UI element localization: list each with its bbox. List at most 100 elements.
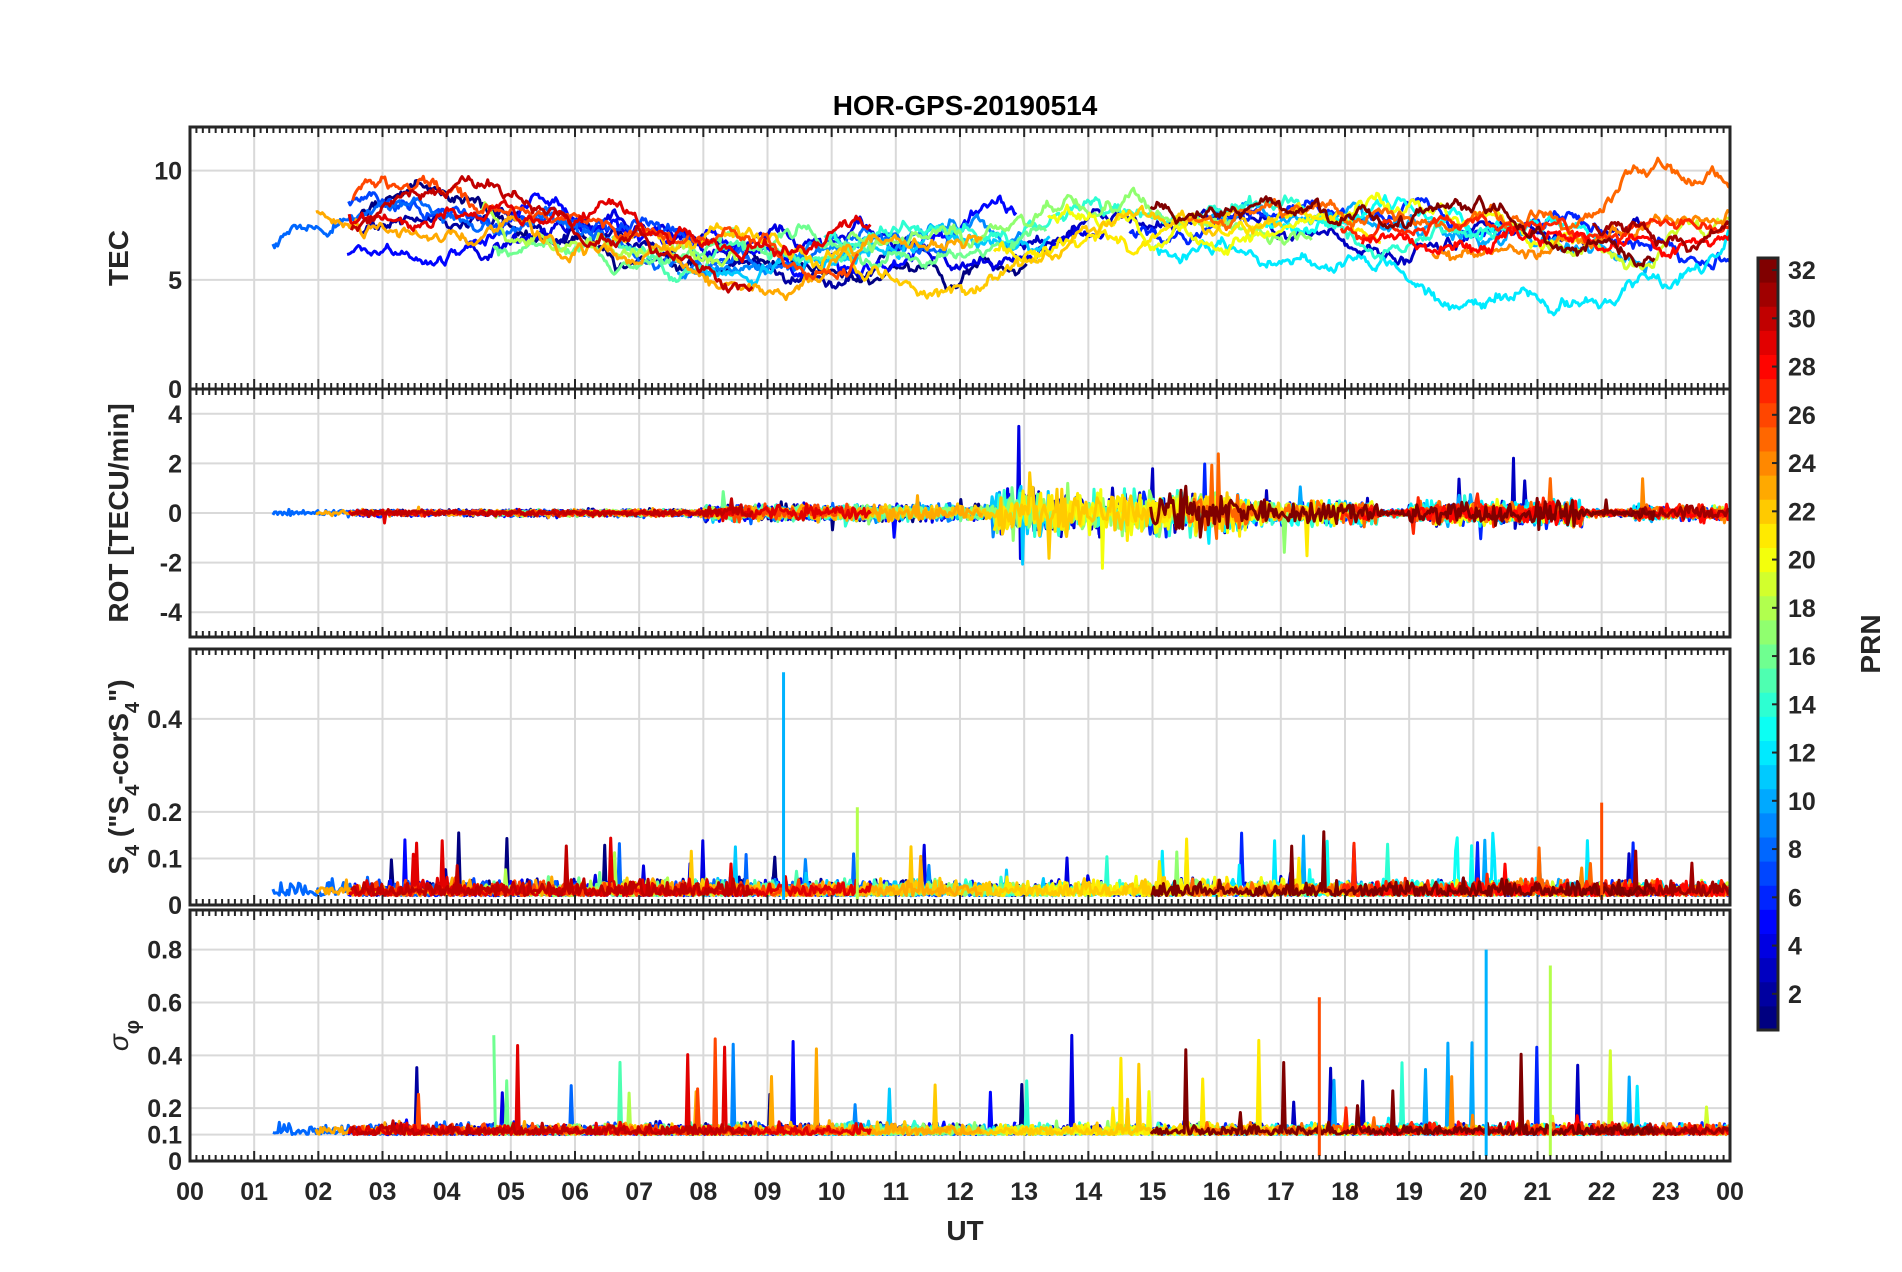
colorbar-label: PRN [1855, 614, 1886, 673]
x-tick-label: 08 [689, 1178, 717, 1206]
panel-s4-grid [189, 649, 1731, 906]
y-tick-label: 2 [168, 450, 182, 478]
series-prn-17 [846, 186, 1313, 254]
y-tick-label: 0 [168, 892, 182, 920]
colorbar-tick-label: 6 [1788, 884, 1802, 912]
colorbar-swatch [1758, 957, 1778, 983]
colorbar-swatch [1758, 282, 1778, 307]
colorbar-swatch [1758, 595, 1778, 621]
colorbar-tick-label: 20 [1788, 547, 1816, 575]
series-prn-11 [704, 222, 1051, 288]
colorbar-swatch [1758, 451, 1778, 476]
series-prn-29 [347, 197, 872, 264]
colorbar-tick-label: 18 [1788, 595, 1816, 623]
panel-tec-grid [189, 127, 1731, 390]
y-tick-label: 0.1 [147, 845, 182, 873]
x-tick-label: 18 [1331, 1178, 1359, 1206]
y-tick-label: 0.4 [147, 706, 182, 734]
colorbar-swatch [1758, 885, 1778, 910]
colorbar-tick-label: 24 [1788, 450, 1816, 478]
series-prn-28 [1360, 499, 1730, 527]
x-tick-label: 02 [304, 1178, 332, 1206]
x-tick-label: 11 [883, 1178, 910, 1206]
colorbar-swatch [1758, 354, 1778, 380]
x-tick-label: 05 [497, 1178, 525, 1206]
x-tick-label: 01 [240, 1178, 268, 1206]
panel-sigma-tick-marks [189, 910, 1731, 1161]
series-prn-31 [1592, 504, 1730, 521]
x-tick-labels: 00 01 02 03 04 05 06 07 08 09 10 11 12 13 14 15 16 17 18 19… [176, 1178, 1744, 1206]
colorbar-swatch [1758, 378, 1778, 404]
x-tick-label: 15 [1139, 1178, 1167, 1206]
colorbar-swatch [1758, 426, 1778, 452]
x-tick-label: 20 [1459, 1178, 1487, 1206]
colorbar-swatch [1758, 644, 1778, 669]
panel-tec-y-tick-labels: 0 5 10 [154, 158, 182, 404]
colorbar-tick-label: 16 [1788, 643, 1816, 671]
panel-s4-y-label: S4 ("S4-corS4") [103, 679, 144, 874]
series-prn-22 [604, 204, 1283, 300]
x-tick-label: 12 [946, 1178, 974, 1206]
panel-s4-tick-marks [189, 649, 1731, 905]
colorbar-frame [1756, 256, 1780, 1032]
y-tick-label: -2 [160, 550, 182, 578]
colorbar-tick-label: 2 [1788, 981, 1802, 1009]
colorbar-swatch [1758, 933, 1778, 959]
y-label-part: -corS [103, 713, 134, 785]
colorbar-swatch [1758, 402, 1778, 428]
panel-s4-series [271, 672, 1730, 900]
y-label-part: ") [103, 679, 134, 702]
colorbar-swatch [1758, 547, 1778, 573]
series-prn-10 [1210, 1041, 1658, 1137]
panel-tec-y-label: TEC [103, 230, 134, 286]
series-prn-26 [351, 174, 860, 281]
panel-sigma-y-tick-labels: 00.10.2 0.4 0.6 0.8 [147, 937, 182, 1176]
x-tick-label: 00 [176, 1178, 204, 1206]
colorbar-swatch [1758, 788, 1778, 814]
y-label-part: 4 [122, 844, 144, 856]
x-tick-label: 07 [625, 1178, 653, 1206]
x-tick-label: 06 [561, 1178, 589, 1206]
colorbar-tick-label: 8 [1788, 836, 1802, 864]
y-label-part: 4 [122, 701, 144, 713]
colorbar-tick-label: 30 [1788, 305, 1816, 333]
colorbar-tick-label: 26 [1788, 402, 1816, 430]
series-prn-30 [350, 844, 754, 898]
panel-sigma-y-label: σφ [103, 1020, 144, 1051]
x-axis-label: UT [946, 1215, 983, 1246]
series-prn-32 [1150, 830, 1656, 898]
x-tick-label: 09 [754, 1178, 782, 1206]
y-tick-label: 0 [168, 376, 182, 404]
series-prn-31 [1592, 220, 1730, 253]
series-prn-9 [676, 1042, 1023, 1136]
y-tick-label: 0 [168, 500, 182, 528]
panel-sigma: 00.10.2 0.4 0.6 0.8 σφ [103, 908, 1732, 1176]
y-tick-label: 0 [168, 1148, 182, 1176]
y-tick-label: 0.1 [147, 1122, 182, 1150]
y-tick-label: 4 [168, 401, 182, 429]
colorbar-swatch [1758, 258, 1778, 283]
colorbar-swatch [1758, 330, 1778, 355]
y-label-part: φ [122, 1020, 144, 1034]
panel-sigma-series [272, 949, 1730, 1156]
colorbar-swatch [1758, 909, 1778, 934]
colorbar-swatch [1758, 716, 1778, 741]
colorbar-swatch [1758, 475, 1778, 500]
x-tick-label: 00 [1716, 1178, 1744, 1206]
colorbar-swatch [1758, 837, 1778, 862]
series-prn-32 [1149, 484, 1656, 539]
y-label-part: σ [103, 1033, 134, 1051]
colorbar-swatch [1758, 981, 1778, 1007]
colorbar-swatch [1758, 523, 1778, 548]
series-prn-12 [1153, 229, 1730, 317]
y-tick-label: 0.4 [147, 1042, 182, 1070]
y-tick-label: 0.2 [147, 799, 182, 827]
x-tick-label: 22 [1588, 1178, 1616, 1206]
colorbar-swatch [1758, 499, 1778, 524]
x-tick-label: 19 [1395, 1178, 1423, 1206]
series-prn-2 [361, 206, 930, 290]
series-prn-30 [349, 175, 754, 294]
y-label-part: S [103, 856, 134, 875]
